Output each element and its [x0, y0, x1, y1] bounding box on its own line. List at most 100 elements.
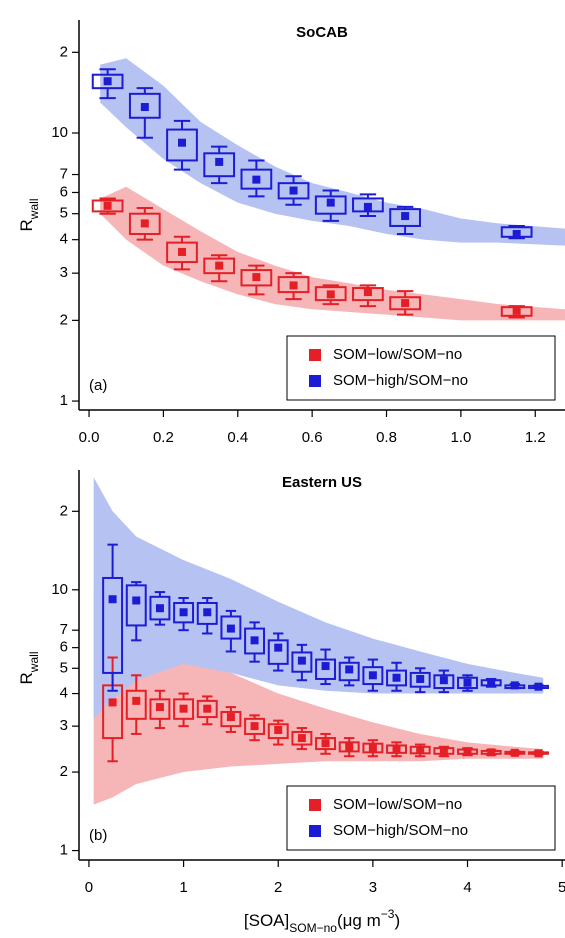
- legend-swatch: [309, 349, 321, 361]
- mean-marker: [252, 175, 261, 184]
- y-tick-label: 6: [60, 183, 68, 200]
- mean-marker: [321, 662, 330, 671]
- panel-label: (b): [89, 827, 107, 844]
- y-tick-label: 2: [60, 311, 68, 328]
- mean-marker: [345, 742, 354, 751]
- box: [240, 168, 273, 190]
- y-tick-label: 6: [60, 639, 68, 656]
- mean-marker: [363, 202, 372, 211]
- y-tick-label: 1: [60, 392, 68, 409]
- box: [277, 276, 310, 294]
- x-tick-label: 0.2: [153, 429, 174, 446]
- panel-label: (a): [89, 377, 107, 394]
- mean-marker: [534, 749, 543, 758]
- box: [267, 723, 289, 740]
- mean-marker: [250, 722, 259, 731]
- mean-marker: [140, 219, 149, 228]
- mean-marker: [326, 198, 335, 207]
- mean-marker: [289, 186, 298, 195]
- y-axis-title-main: R: [17, 672, 36, 684]
- box: [362, 742, 384, 754]
- mean-marker: [103, 201, 112, 210]
- x-tick-label: 4: [463, 879, 471, 896]
- box: [389, 296, 421, 311]
- box: [149, 595, 171, 621]
- y-tick-label: 4: [60, 231, 68, 248]
- box: [203, 152, 236, 178]
- data-cloud: [93, 477, 544, 719]
- y-tick-label: 2: [60, 43, 68, 60]
- mean-marker: [274, 643, 283, 652]
- mean-marker: [252, 273, 261, 282]
- box: [315, 658, 337, 680]
- mean-marker: [108, 595, 117, 604]
- box: [91, 199, 124, 213]
- mean-marker: [179, 704, 188, 713]
- mean-marker: [392, 745, 401, 754]
- mean-marker: [487, 748, 496, 757]
- mean-marker: [326, 290, 335, 299]
- box: [125, 584, 147, 627]
- mean-marker: [439, 747, 448, 756]
- x-axis-title-sup: −3: [381, 907, 395, 921]
- legend-label: SOM−low/SOM−no: [333, 346, 462, 363]
- legend-label: SOM−low/SOM−no: [333, 796, 462, 813]
- mean-marker: [321, 739, 330, 748]
- box: [352, 197, 384, 213]
- box: [173, 698, 195, 720]
- mean-marker: [274, 725, 283, 734]
- box: [267, 639, 289, 665]
- mean-marker: [215, 261, 224, 270]
- mean-marker: [297, 656, 306, 665]
- mean-marker: [297, 734, 306, 743]
- x-tick-label: 2: [274, 879, 282, 896]
- box: [386, 669, 407, 687]
- box: [291, 651, 313, 673]
- box: [196, 601, 218, 625]
- mean-marker: [155, 604, 164, 613]
- box: [338, 741, 360, 753]
- y-tick-label: 2: [60, 763, 68, 780]
- mean-marker: [487, 678, 496, 687]
- box: [166, 128, 198, 162]
- y-tick-label: 4: [60, 685, 68, 702]
- box: [352, 287, 384, 302]
- box: [128, 92, 161, 119]
- x-tick-label: 5: [558, 879, 565, 896]
- y-axis-title-main: R: [17, 219, 36, 231]
- y-tick-label: 2: [60, 502, 68, 519]
- mean-marker: [416, 674, 425, 683]
- y-axis-title-sub: wall: [27, 652, 41, 674]
- box: [173, 601, 195, 624]
- x-axis-title: [SOA]SOM−no(μg m−3): [244, 907, 400, 935]
- mean-marker: [203, 608, 212, 617]
- legend-swatch: [309, 375, 321, 387]
- mean-marker: [132, 596, 141, 605]
- x-tick-label: 0.6: [302, 429, 323, 446]
- box: [409, 671, 431, 688]
- x-axis-title-main: [SOA]: [244, 911, 289, 930]
- mean-marker: [155, 703, 164, 712]
- box: [433, 674, 455, 690]
- x-axis-title-unit: (μg m: [337, 911, 381, 930]
- box: [244, 627, 266, 655]
- y-tick-label: 7: [60, 165, 68, 182]
- mean-marker: [178, 138, 187, 147]
- y-tick-label: 1: [60, 842, 68, 859]
- x-tick-label: 0.0: [79, 429, 100, 446]
- x-tick-label: 1: [179, 879, 187, 896]
- mean-marker: [439, 676, 448, 685]
- x-tick-label: 0: [85, 879, 93, 896]
- y-tick-label: 10: [51, 124, 68, 141]
- mean-marker: [179, 608, 188, 617]
- x-axis-title-end: ): [394, 911, 400, 930]
- box: [128, 212, 161, 235]
- box: [315, 737, 337, 751]
- mean-marker: [392, 673, 401, 682]
- mean-marker: [250, 636, 259, 645]
- y-axis-title-sub: wall: [27, 199, 41, 221]
- chart-title: SoCAB: [296, 24, 348, 41]
- mean-marker: [203, 704, 212, 713]
